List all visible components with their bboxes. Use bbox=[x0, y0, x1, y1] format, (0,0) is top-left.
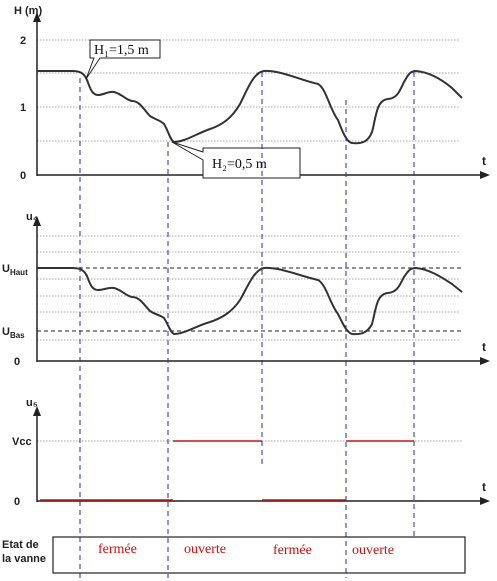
graph3-y-label: u₅ bbox=[26, 397, 38, 409]
valve-state-4: ouverte bbox=[352, 543, 394, 558]
valve-state-3: fermée bbox=[273, 543, 312, 558]
graph3-vcc-label: Vcc bbox=[12, 436, 32, 448]
graph1-y-label: H (m) bbox=[14, 5, 42, 17]
graph2-t-label: t bbox=[482, 340, 486, 354]
callout-h2-text: H₂=0,5 m bbox=[212, 157, 267, 172]
graph-u5: u₅ t Vcc 0 bbox=[12, 397, 490, 508]
graph1-level-curve bbox=[37, 69, 463, 145]
transition-lines bbox=[79, 72, 415, 578]
graph1-tick-2: 2 bbox=[20, 35, 26, 47]
valve-state-box bbox=[52, 536, 466, 574]
graph3-t-label: t bbox=[482, 480, 486, 494]
graph2-ubas-label: UBas bbox=[2, 326, 25, 340]
graph1-tick-1: 1 bbox=[20, 102, 26, 114]
callout-h1-text: H₁=1,5 m bbox=[94, 43, 149, 58]
callout-h1: H₁=1,5 m bbox=[85, 39, 161, 80]
graph2-y-label: u₄ bbox=[26, 211, 38, 223]
graph3-signal bbox=[40, 440, 414, 501]
graph3-y-arrow bbox=[33, 406, 41, 416]
valve-state-row: Etat de la vanne fermée ouverte fermée o… bbox=[2, 536, 466, 574]
graph3-t-arrow bbox=[480, 497, 490, 505]
graph2-t-arrow bbox=[480, 357, 490, 365]
valve-row-label-line2: la vanne bbox=[2, 553, 46, 565]
graph-u4: u₄ t UHaut UBas 0 bbox=[2, 211, 490, 368]
graph2-zero-label: 0 bbox=[14, 356, 20, 368]
graph2-grid bbox=[37, 235, 460, 341]
graph-height: H (m) t 2 1 0 H₁=1,5 m H₂=0,5 m bbox=[14, 5, 490, 182]
graph1-t-label: t bbox=[482, 154, 486, 168]
graph1-t-arrow bbox=[480, 171, 490, 179]
graph1-tick-0: 0 bbox=[20, 170, 26, 182]
graph2-uhaut-label: UHaut bbox=[2, 263, 28, 277]
callout-h2: H₂=0,5 m bbox=[171, 141, 301, 179]
graph1-y-arrow bbox=[33, 12, 41, 22]
graph3-zero-label: 0 bbox=[14, 496, 20, 508]
valve-state-2: ouverte bbox=[184, 542, 226, 557]
valve-row-label-line1: Etat de bbox=[2, 539, 39, 551]
valve-state-1: fermée bbox=[98, 542, 137, 557]
graph1-grid bbox=[37, 39, 460, 142]
graph2-y-arrow bbox=[33, 216, 41, 226]
graph2-u4-curve bbox=[37, 266, 463, 336]
